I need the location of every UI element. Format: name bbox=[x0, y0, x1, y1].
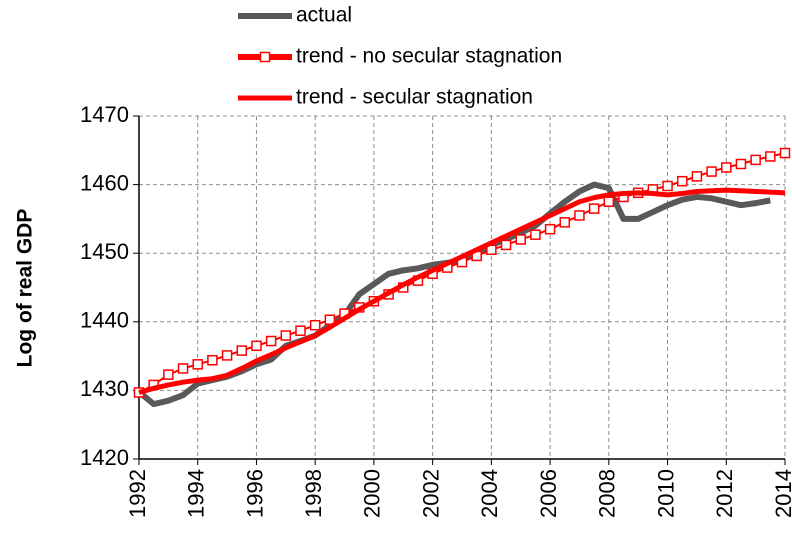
legend-label: actual bbox=[296, 4, 352, 27]
marker bbox=[207, 354, 218, 366]
x-tick-label: 2004 bbox=[477, 469, 502, 518]
series-line bbox=[138, 187, 786, 395]
marker bbox=[603, 196, 615, 207]
y-axis-title: Log of real GDP bbox=[14, 209, 37, 368]
marker bbox=[750, 154, 761, 166]
x-tick-label: 1994 bbox=[184, 469, 209, 518]
x-tick-label: 1992 bbox=[125, 469, 150, 518]
marker bbox=[177, 363, 189, 374]
marker bbox=[559, 217, 571, 228]
marker bbox=[324, 314, 336, 325]
x-tick-label: 2014 bbox=[771, 469, 792, 518]
marker bbox=[544, 223, 556, 235]
marker bbox=[765, 151, 776, 162]
marker bbox=[588, 203, 600, 214]
marker bbox=[163, 369, 174, 380]
legend-label: trend - no secular stagnation bbox=[296, 45, 562, 68]
marker bbox=[662, 180, 673, 192]
legend-marker bbox=[259, 51, 271, 63]
y-tick-label: 1420 bbox=[80, 445, 129, 470]
x-tick-label: 2000 bbox=[360, 469, 385, 518]
y-tick-label: 1430 bbox=[80, 376, 129, 401]
marker bbox=[295, 325, 306, 336]
x-tick-label: 1996 bbox=[242, 469, 267, 518]
marker bbox=[515, 234, 526, 245]
marker bbox=[309, 319, 321, 331]
marker bbox=[265, 335, 277, 347]
x-tick-label: 2006 bbox=[536, 469, 561, 518]
legend-label: trend - secular stagnation bbox=[296, 86, 533, 109]
marker bbox=[574, 210, 585, 221]
marker bbox=[236, 345, 248, 356]
marker bbox=[779, 147, 791, 159]
x-tick-label: 1998 bbox=[301, 469, 326, 518]
marker bbox=[280, 330, 292, 341]
marker bbox=[735, 158, 747, 170]
marker bbox=[530, 229, 541, 240]
x-tick-label: 2012 bbox=[712, 469, 737, 518]
y-tick-label: 1450 bbox=[80, 239, 129, 264]
x-tick-label: 2002 bbox=[418, 469, 443, 518]
series-line bbox=[138, 152, 786, 394]
marker bbox=[500, 239, 512, 251]
marker bbox=[706, 166, 717, 177]
x-tick-label: 2008 bbox=[595, 469, 620, 518]
y-tick-label: 1440 bbox=[80, 308, 129, 333]
y-tick-label: 1460 bbox=[80, 170, 129, 195]
marker bbox=[691, 171, 703, 182]
marker bbox=[221, 350, 233, 361]
marker bbox=[676, 175, 688, 187]
marker bbox=[721, 162, 732, 173]
marker bbox=[251, 340, 262, 352]
marker bbox=[192, 359, 203, 370]
x-tick-label: 2010 bbox=[653, 469, 678, 518]
y-tick-label: 1470 bbox=[80, 102, 129, 127]
